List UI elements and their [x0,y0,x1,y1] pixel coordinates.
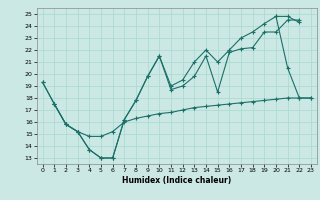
X-axis label: Humidex (Indice chaleur): Humidex (Indice chaleur) [122,176,231,185]
